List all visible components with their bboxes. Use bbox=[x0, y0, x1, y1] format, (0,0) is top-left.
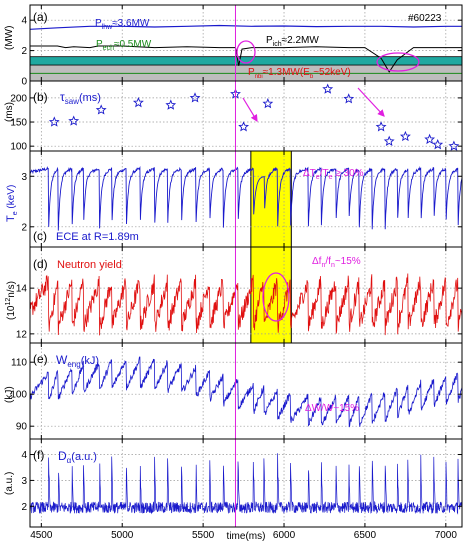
panel-f-ytick-label-2: 4 bbox=[21, 450, 27, 461]
ece-caption: ECE at R=1.89m bbox=[56, 231, 139, 243]
panel-e-ytick-label-1: 100 bbox=[10, 390, 27, 401]
data-layer bbox=[30, 24, 462, 515]
tau-saw-point-1 bbox=[68, 115, 80, 126]
x-tick-label-4: 6500 bbox=[354, 530, 377, 541]
tau-saw-point-12 bbox=[383, 135, 395, 146]
tau-saw-point-13 bbox=[399, 130, 411, 142]
x-tick-label-0: 4500 bbox=[30, 530, 53, 541]
tau-saw-point-2 bbox=[95, 104, 107, 115]
neutron-caption: Neutron yield bbox=[57, 259, 122, 271]
tau-saw-point-4 bbox=[165, 99, 177, 110]
panel-a-series-2 bbox=[30, 45, 462, 73]
tau-saw-point-0 bbox=[48, 116, 60, 127]
x-tick-label-3: 6000 bbox=[273, 530, 296, 541]
panel-c-label: (c) bbox=[33, 229, 47, 243]
neutron-trace bbox=[30, 273, 462, 336]
panel-a-label: (a) bbox=[33, 10, 48, 24]
x-tick-label-5: 7000 bbox=[435, 530, 458, 541]
neutron-recovery-circle bbox=[262, 272, 290, 322]
panel-e-ylabel: (kJ) bbox=[4, 386, 15, 403]
panel-b-ytick-label-0: 100 bbox=[10, 142, 27, 153]
tau-saw-point-10 bbox=[343, 93, 355, 104]
tau-saw-point-3 bbox=[132, 97, 144, 108]
ich-dip-circle-1 bbox=[236, 40, 256, 64]
panel-a-series-0 bbox=[30, 24, 462, 30]
tau-saw-point-16 bbox=[448, 140, 460, 151]
tau-saw-point-15 bbox=[432, 139, 444, 150]
tau-saw-point-11 bbox=[375, 121, 387, 132]
lhw-power-label: Plhw≈3.6MW bbox=[95, 18, 150, 31]
tau-saw-label: τsaw(ms) bbox=[60, 90, 101, 106]
x-axis-label: time(ms) bbox=[227, 531, 266, 542]
energy-drop-annotation: ΔW/W~15% bbox=[305, 403, 359, 414]
panel-a-nbi-band bbox=[30, 56, 462, 66]
panel-b-ytick-label-1: 150 bbox=[10, 118, 27, 129]
tau-saw-point-8 bbox=[262, 97, 274, 109]
tau-drop-arrow-2 bbox=[357, 87, 385, 117]
panel-f-label: (f) bbox=[33, 448, 44, 462]
panel-c-ytick-label-0: 2 bbox=[21, 222, 27, 233]
nbi-power-label: Pnbi≈1.3MW(Eb~52keV) bbox=[248, 67, 351, 80]
te-drop-annotation: ΔTe/Te ≥ 30% bbox=[303, 168, 364, 181]
panel-b-ylabel: (ms) bbox=[4, 102, 15, 122]
x-tick-label-2: 5500 bbox=[192, 530, 215, 541]
ich-power-label: Pich≈2.2MW bbox=[266, 35, 319, 48]
panel-b-ytick-label-2: 200 bbox=[10, 93, 27, 104]
panel-f-ytick-label-1: 3 bbox=[21, 476, 27, 487]
panel-f-ylabel: (a.u.) bbox=[4, 472, 15, 495]
panel-e-ytick-label-0: 90 bbox=[16, 422, 28, 433]
tau-drop-arrow-1 bbox=[242, 97, 258, 123]
panel-d-ytick-label-0: 12 bbox=[16, 329, 28, 340]
panel-c-ytick-label-1: 3 bbox=[21, 172, 27, 183]
panel-d-ylabel: (1012n/s) bbox=[5, 281, 17, 320]
panel-b-label: (b) bbox=[33, 90, 48, 104]
panel-f-frame bbox=[29, 438, 463, 528]
neutron-drop-annotation: Δfn/fn~15% bbox=[312, 256, 361, 269]
overlay-layer bbox=[236, 40, 420, 322]
tau-saw-point-5 bbox=[189, 92, 201, 103]
panel-a-ylabel: (MW) bbox=[4, 26, 15, 50]
panel-a-baseline-fill bbox=[30, 61, 462, 81]
dalpha-label: Dα(a.u.) bbox=[58, 449, 97, 465]
panel-a-ytick-label-0: 0 bbox=[21, 77, 27, 88]
shot-number: #60223 bbox=[408, 13, 442, 24]
ich-dip-circle-2 bbox=[376, 52, 420, 72]
panel-e-ytick-label-2: 110 bbox=[11, 358, 27, 369]
dalpha-trace bbox=[30, 453, 462, 515]
panel-a-ytick-label-1: 2 bbox=[21, 46, 27, 57]
panel-c-ylabel: Te (keV) bbox=[5, 185, 19, 222]
stored-energy-trace bbox=[30, 356, 462, 428]
panel-d-label: (d) bbox=[33, 257, 48, 271]
weng-label: Weng(kJ) bbox=[56, 353, 99, 369]
x-tick-label-1: 5000 bbox=[111, 530, 134, 541]
frame-layer: 0 2 4 100 150 200 2 3 12 14 90 100 110 2 3 4 4500 5000 550… bbox=[10, 4, 463, 541]
panel-a-ytick-label-2: 4 bbox=[21, 16, 27, 27]
ech-power-label: Pech≈0.5MW bbox=[96, 39, 152, 52]
te-trace bbox=[30, 166, 462, 231]
tau-saw-point-9 bbox=[322, 83, 334, 94]
panel-d-ytick-label-1: 14 bbox=[16, 284, 28, 295]
panel-e-label: (e) bbox=[33, 352, 48, 366]
tau-saw-point-7 bbox=[238, 121, 250, 132]
tau-saw-point-14 bbox=[424, 133, 436, 145]
panel-f-ytick-label-0: 2 bbox=[21, 502, 27, 513]
